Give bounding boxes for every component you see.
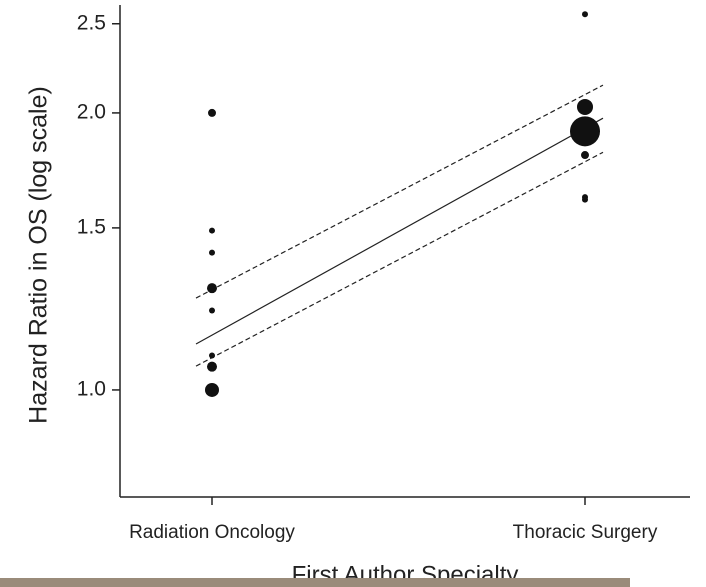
confidence-band bbox=[195, 151, 604, 367]
y-tick-label: 2.0 bbox=[77, 100, 106, 123]
fit-line bbox=[195, 117, 604, 345]
data-point bbox=[209, 307, 215, 314]
data-point bbox=[209, 249, 215, 256]
data-point bbox=[577, 98, 593, 115]
y-tick-label: 1.0 bbox=[77, 377, 106, 400]
y-tick-label: 2.5 bbox=[77, 11, 106, 34]
data-point bbox=[581, 151, 589, 160]
y-axis-title: Hazard Ratio in OS (log scale) bbox=[25, 86, 53, 424]
y-tick-label: 1.5 bbox=[77, 215, 106, 238]
data-point bbox=[570, 116, 600, 147]
bottom-strip bbox=[0, 578, 630, 587]
confidence-band bbox=[195, 84, 604, 299]
data-point bbox=[205, 382, 219, 397]
x-tick-label: Thoracic Surgery bbox=[513, 522, 658, 543]
data-point bbox=[207, 283, 217, 294]
data-point bbox=[582, 196, 588, 203]
data-point bbox=[209, 227, 215, 234]
data-point bbox=[209, 352, 215, 359]
data-point bbox=[582, 11, 588, 18]
data-point bbox=[208, 108, 216, 117]
x-tick-label: Radiation Oncology bbox=[129, 522, 295, 543]
data-point bbox=[207, 361, 217, 372]
